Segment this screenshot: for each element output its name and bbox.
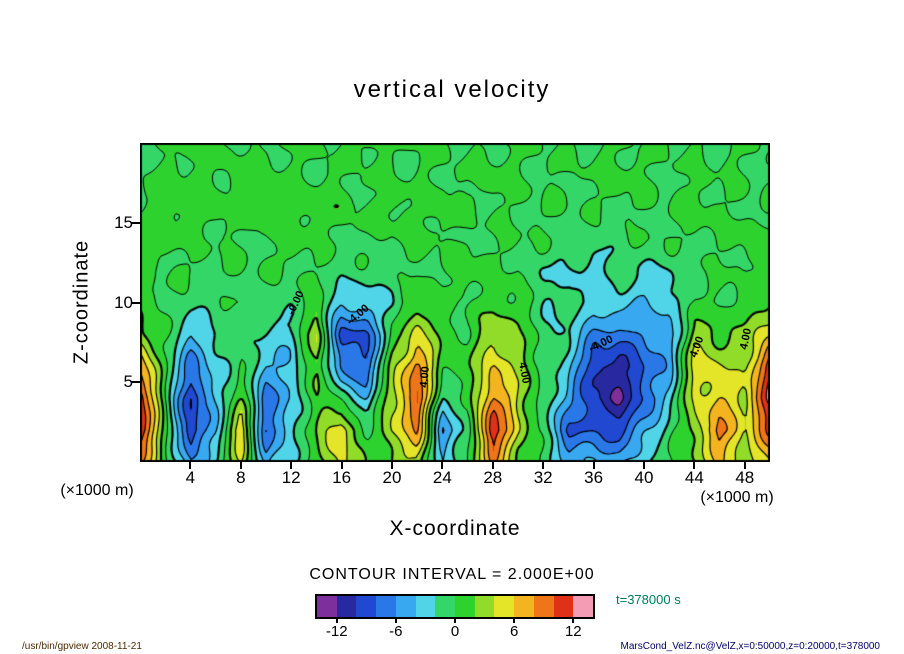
- footer-dataset: MarsCond_VelZ.nc@VelZ,x=0:50000,z=0:2000…: [620, 641, 881, 652]
- colorbar-cell: [494, 596, 515, 617]
- colorbar-cell: [455, 596, 475, 617]
- colorbar-cell: [553, 596, 574, 617]
- colorbar-cell: [336, 596, 357, 617]
- x-tick-label: 32: [533, 468, 553, 487]
- time-label: t=378000 s: [616, 592, 681, 607]
- x-tick-mark: [542, 462, 545, 469]
- colorbar-cell: [356, 596, 377, 617]
- colorbar-tick-mark: [335, 617, 338, 623]
- x-tick-mark: [491, 462, 494, 469]
- colorbar-tick-label: 6: [509, 623, 519, 640]
- x-tick-mark: [643, 462, 645, 469]
- x-tick-label: 40: [634, 468, 654, 487]
- contour-plot-canvas: [140, 143, 770, 462]
- colorbar-cell: [514, 596, 534, 617]
- colorbar-tick-mark: [394, 617, 397, 623]
- x-tick-label: 24: [432, 468, 452, 487]
- colorbar-cell: [474, 596, 495, 617]
- y-tick-label: 10: [114, 292, 133, 312]
- colorbar-tick-mark: [513, 617, 516, 623]
- colorbar-cell: [376, 596, 396, 617]
- x-tick-label: 44: [684, 468, 704, 487]
- x-tick-label: 36: [584, 468, 604, 487]
- y-tick-mark: [131, 221, 140, 224]
- y-tick-label: 15: [114, 212, 133, 232]
- x-tick-mark: [391, 462, 393, 469]
- y-tick-label: 5: [123, 372, 133, 392]
- contour-interval-label: CONTOUR INTERVAL = 2.000E+00: [309, 566, 595, 583]
- footer-command: /usr/bin/gpview 2008-11-21: [22, 641, 142, 652]
- x-tick-label: 48: [735, 468, 755, 487]
- colorbar-cell: [573, 596, 594, 617]
- x-tick-mark: [743, 462, 746, 469]
- colorbar-tick-mark: [572, 617, 575, 623]
- x-tick-label: 12: [281, 468, 301, 487]
- colorbar-tick-mark: [454, 617, 456, 623]
- colorbar-cell: [533, 596, 554, 617]
- x-tick-mark: [189, 462, 192, 469]
- x-tick-label: 28: [483, 468, 503, 487]
- x-tick-mark: [239, 462, 242, 469]
- colorbar-tick-label: -6: [389, 623, 403, 640]
- colorbar-tick-label: -12: [325, 623, 348, 640]
- y-axis-label: Z-coordinate: [70, 239, 93, 365]
- x-tick-mark: [290, 462, 293, 469]
- colorbar: [315, 594, 595, 619]
- x-tick-mark: [592, 462, 595, 469]
- y-axis-unit: (×1000 m): [60, 482, 134, 499]
- y-tick-mark: [131, 381, 140, 384]
- x-tick-mark: [693, 462, 696, 469]
- x-tick-label: 8: [236, 468, 246, 487]
- x-axis-label: X-coordinate: [389, 517, 521, 540]
- colorbar-cell: [435, 596, 456, 617]
- x-tick-mark: [441, 462, 444, 469]
- y-tick-mark: [131, 301, 140, 304]
- colorbar-tick-label: 12: [564, 623, 582, 640]
- colorbar-tick-label: 0: [450, 623, 460, 640]
- page-title: vertical velocity: [353, 76, 551, 103]
- x-axis-unit: (×1000 m): [700, 489, 774, 506]
- x-tick-label: 20: [382, 468, 402, 487]
- colorbar-cell: [415, 596, 436, 617]
- x-tick-label: 4: [185, 468, 196, 487]
- colorbar-cell: [395, 596, 416, 617]
- x-tick-label: 16: [332, 468, 352, 487]
- colorbar-cell: [317, 596, 337, 617]
- x-tick-mark: [340, 462, 343, 469]
